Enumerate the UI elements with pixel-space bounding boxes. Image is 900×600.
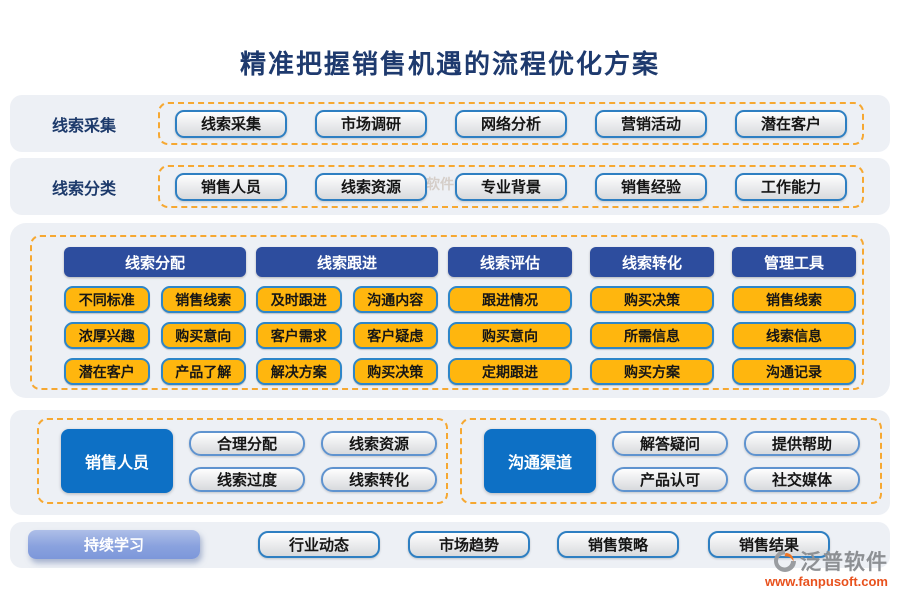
tag-sales-results[interactable]: 销售结果: [708, 531, 830, 558]
tag-sales-experience[interactable]: 销售经验: [595, 172, 707, 201]
band-lead-classification-label: 线索分类: [51, 180, 116, 198]
tag-purchase-decision[interactable]: 购买决策: [352, 358, 438, 385]
tag-lead-resource[interactable]: 线索资源: [315, 172, 427, 201]
fanpu-logo-url[interactable]: www.fanpusoft.com: [764, 574, 888, 589]
fanpu-logo: 泛普软件 www.fanpusoft.com: [765, 546, 888, 589]
fanpu-logo-text: 泛普软件: [800, 551, 888, 574]
tag-sales-strategy[interactable]: 销售策略: [557, 531, 679, 558]
column-lead-followup: 线索跟进 及时跟进 沟通内容 客户需求 客户疑虑 解决方案 购买决策: [256, 247, 438, 388]
tag-professional-background[interactable]: 专业背景: [455, 172, 567, 201]
sales-staff-group: 销售人员 合理分配 线索资源 线索过度 线索转化: [37, 418, 448, 504]
column-header-lead-evaluation: 线索评估: [448, 247, 572, 277]
column-lead-evaluation: 线索评估 跟进情况 购买意向 定期跟进: [448, 247, 572, 388]
tag-answer-questions[interactable]: 解答疑问: [612, 430, 728, 456]
tag-market-trends[interactable]: 市场趋势: [408, 531, 530, 558]
column-lead-conversion: 线索转化 购买决策 所需信息 购买方案: [590, 247, 714, 388]
fanpu-logo-icon: [772, 548, 798, 574]
tag-reasonable-distribution[interactable]: 合理分配: [189, 430, 305, 456]
band-lead-collection: 线索采集 线索采集 市场调研 网络分析 营销活动 潜在客户: [10, 95, 890, 152]
tag-network-analysis[interactable]: 网络分析: [455, 109, 567, 138]
tag-potential-customer[interactable]: 潜在客户: [735, 109, 847, 138]
tag-marketing-activity[interactable]: 营销活动: [595, 109, 707, 138]
column-lead-distribution: 线索分配 不同标准 销售线索 浓厚兴趣 购买意向 潜在客户 产品了解: [64, 247, 246, 388]
tag-followup-status[interactable]: 跟进情况: [448, 286, 572, 313]
tag-strong-interest[interactable]: 浓厚兴趣: [64, 322, 150, 349]
communication-channel-category: 沟通渠道: [484, 429, 596, 493]
tag-solution[interactable]: 解决方案: [256, 358, 342, 385]
column-header-lead-followup: 线索跟进: [256, 247, 438, 277]
tag-different-standards[interactable]: 不同标准: [64, 286, 150, 313]
tag-lead-overload[interactable]: 线索过度: [189, 466, 305, 492]
tag-customer-needs[interactable]: 客户需求: [256, 322, 342, 349]
tag-market-research[interactable]: 市场调研: [315, 109, 427, 138]
lead-classification-group: 销售人员 线索资源 专业背景 销售经验 工作能力: [158, 165, 864, 208]
tag-required-info[interactable]: 所需信息: [590, 322, 714, 349]
tag-lead-collection[interactable]: 线索采集: [175, 109, 287, 138]
tag-sales-leads[interactable]: 销售线索: [160, 286, 246, 313]
communication-channel-group: 沟通渠道 解答疑问 提供帮助 产品认可 社交媒体: [460, 418, 882, 504]
tag-purchase-intent[interactable]: 购买意向: [448, 322, 572, 349]
process-group: 线索分配 不同标准 销售线索 浓厚兴趣 购买意向 潜在客户 产品了解 线索跟进 …: [30, 235, 864, 390]
band-lead-collection-label: 线索采集: [51, 117, 116, 135]
tag-social-media[interactable]: 社交媒体: [744, 466, 860, 492]
lead-collection-group: 线索采集 市场调研 网络分析 营销活动 潜在客户: [158, 102, 864, 145]
tag-purchase-intent[interactable]: 购买意向: [160, 322, 246, 349]
band-groups: 销售人员 合理分配 线索资源 线索过度 线索转化 沟通渠道 解答疑问 提供帮助 …: [10, 410, 890, 515]
tag-lead-conversion[interactable]: 线索转化: [321, 466, 437, 492]
band-footer: 持续学习 行业动态 市场趋势 销售策略 销售结果: [10, 522, 890, 568]
tag-provide-help[interactable]: 提供帮助: [744, 430, 860, 456]
tag-potential-customer[interactable]: 潜在客户: [64, 358, 150, 385]
tag-industry-trends[interactable]: 行业动态: [258, 531, 380, 558]
tag-sales-staff[interactable]: 销售人员: [175, 172, 287, 201]
column-header-management-tools: 管理工具: [732, 247, 856, 277]
tag-lead-info[interactable]: 线索信息: [732, 322, 856, 349]
column-header-lead-distribution: 线索分配: [64, 247, 246, 277]
tag-work-ability[interactable]: 工作能力: [735, 172, 847, 201]
column-header-lead-conversion: 线索转化: [590, 247, 714, 277]
tag-product-understanding[interactable]: 产品了解: [160, 358, 246, 385]
page-title: 精准把握销售机遇的流程优化方案: [239, 50, 660, 80]
tag-timely-followup[interactable]: 及时跟进: [256, 286, 342, 313]
band-lead-classification: 泛普软件 线索分类 销售人员 线索资源 专业背景 销售经验 工作能力: [10, 158, 890, 215]
tag-sales-leads[interactable]: 销售线索: [732, 286, 856, 313]
sales-staff-category: 销售人员: [61, 429, 173, 493]
column-management-tools: 管理工具 销售线索 线索信息 沟通记录: [732, 247, 856, 388]
tag-communication-record[interactable]: 沟通记录: [732, 358, 856, 385]
tag-product-recognition[interactable]: 产品认可: [612, 466, 728, 492]
tag-purchase-decision[interactable]: 购买决策: [590, 286, 714, 313]
tag-communication-content[interactable]: 沟通内容: [352, 286, 438, 313]
continuous-learning-button[interactable]: 持续学习: [28, 530, 200, 559]
tag-regular-followup[interactable]: 定期跟进: [448, 358, 572, 385]
tag-purchase-plan[interactable]: 购买方案: [590, 358, 714, 385]
tag-customer-doubts[interactable]: 客户疑虑: [352, 322, 438, 349]
band-process: 线索分配 不同标准 销售线索 浓厚兴趣 购买意向 潜在客户 产品了解 线索跟进 …: [10, 223, 890, 398]
tag-lead-resource[interactable]: 线索资源: [321, 430, 437, 456]
